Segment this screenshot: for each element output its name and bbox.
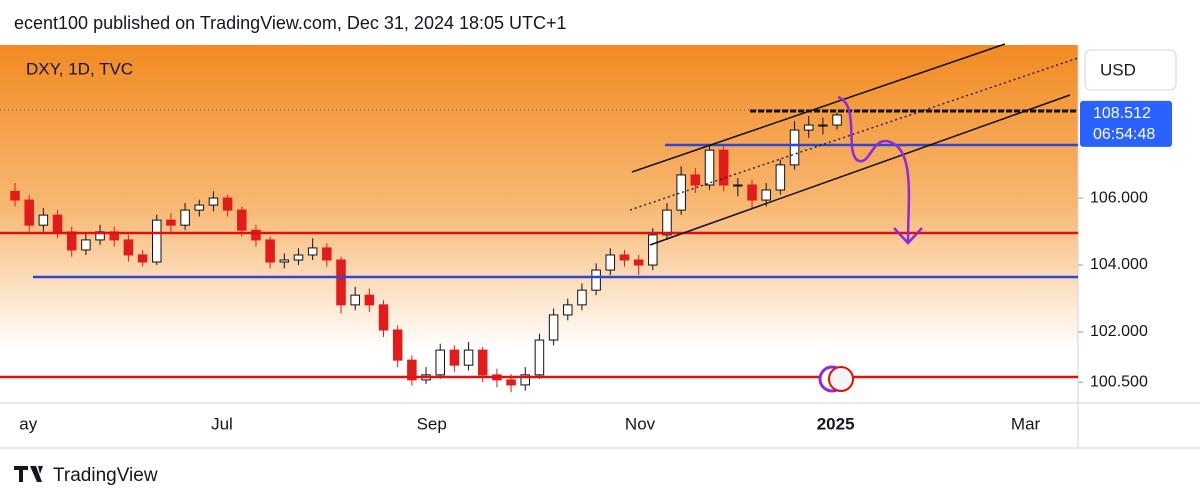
projection-arrow — [837, 95, 923, 245]
candle-body — [66, 231, 77, 251]
candle-body — [166, 219, 176, 226]
channel-lower — [649, 94, 1071, 246]
x-tick-label: Mar — [1011, 414, 1041, 433]
last-price: 108.512 — [1093, 105, 1151, 122]
candle-body — [775, 164, 786, 191]
candle-body — [733, 184, 743, 187]
candle-body — [789, 129, 800, 166]
candle-body — [803, 124, 814, 131]
candle-body — [648, 234, 658, 266]
candle-body — [633, 259, 644, 266]
x-tick-label: ay — [19, 414, 37, 433]
x-tick-label: 2025 — [817, 414, 855, 433]
flag-icon — [828, 366, 854, 392]
candle-body — [194, 204, 205, 211]
candle-body — [534, 339, 545, 376]
candle-body — [378, 304, 389, 331]
candle-body — [38, 214, 49, 226]
candle-body — [818, 124, 828, 127]
candle-body — [718, 149, 729, 186]
candle-body — [477, 349, 488, 376]
candle-body — [591, 269, 601, 291]
candle-body — [307, 247, 318, 256]
footer: TradingView — [14, 465, 158, 486]
channel-upper — [631, 43, 1006, 173]
candle-body — [435, 349, 445, 376]
candle-body — [463, 349, 474, 366]
candle-body — [180, 209, 190, 226]
candle-body — [520, 374, 531, 386]
candle-body — [152, 219, 162, 263]
x-tick-label: Sep — [417, 414, 447, 433]
symbol: DXY, 1D, TVC — [26, 59, 133, 78]
candle-body — [619, 254, 630, 261]
candle-body — [761, 189, 771, 201]
candle-body — [548, 314, 559, 341]
y-tick-label: 102.000 — [1090, 323, 1148, 340]
currency-button[interactable] — [1084, 49, 1177, 91]
x-tick-label: Nov — [625, 414, 656, 433]
y-tick-label: 100.500 — [1090, 373, 1148, 390]
candle-body — [137, 254, 148, 263]
candle-body — [265, 239, 275, 263]
candle-body — [407, 359, 417, 381]
candle-body — [222, 197, 233, 211]
candle-body — [364, 294, 375, 306]
candle-body — [208, 197, 219, 206]
channel-mid — [629, 57, 1079, 211]
candle-body — [10, 190, 20, 201]
candle-body — [392, 329, 403, 361]
x-tick-label: Jul — [211, 414, 233, 433]
candle-body — [832, 114, 842, 126]
candle-body — [449, 349, 460, 366]
brand: TradingView — [53, 465, 158, 486]
candle-body — [662, 209, 672, 236]
candle-body — [704, 149, 715, 186]
logo — [14, 466, 43, 482]
last-price-box — [1080, 100, 1172, 147]
drawings — [0, 43, 1079, 393]
y-tick-label: 106.000 — [1090, 189, 1148, 206]
candle-body — [237, 209, 247, 231]
price-axis: 100.500 102.000 104.000 106.000 108.512 06:54… — [1078, 100, 1172, 390]
candle-body — [293, 254, 304, 261]
candle-body — [322, 247, 332, 261]
candle-body — [563, 304, 573, 316]
y-tick-label: 104.000 — [1090, 256, 1148, 273]
candle-body — [577, 289, 587, 306]
candle-body — [123, 239, 134, 256]
plot — [10, 112, 842, 393]
candle-body — [336, 259, 346, 306]
candle-body — [279, 259, 290, 263]
byline: ecent100 published on TradingView.com, D… — [14, 13, 567, 33]
candle-body — [747, 184, 757, 201]
candle-body — [350, 294, 360, 306]
candle-body — [676, 174, 686, 211]
currency: USD — [1100, 60, 1136, 79]
candle-body — [251, 229, 261, 241]
candle-body — [506, 379, 516, 386]
countdown: 06:54:48 — [1093, 126, 1155, 143]
candle-body — [52, 214, 63, 233]
candle-body — [24, 199, 34, 226]
candle-body — [605, 254, 616, 271]
candle-body — [81, 239, 91, 251]
candle-body — [690, 174, 701, 186]
